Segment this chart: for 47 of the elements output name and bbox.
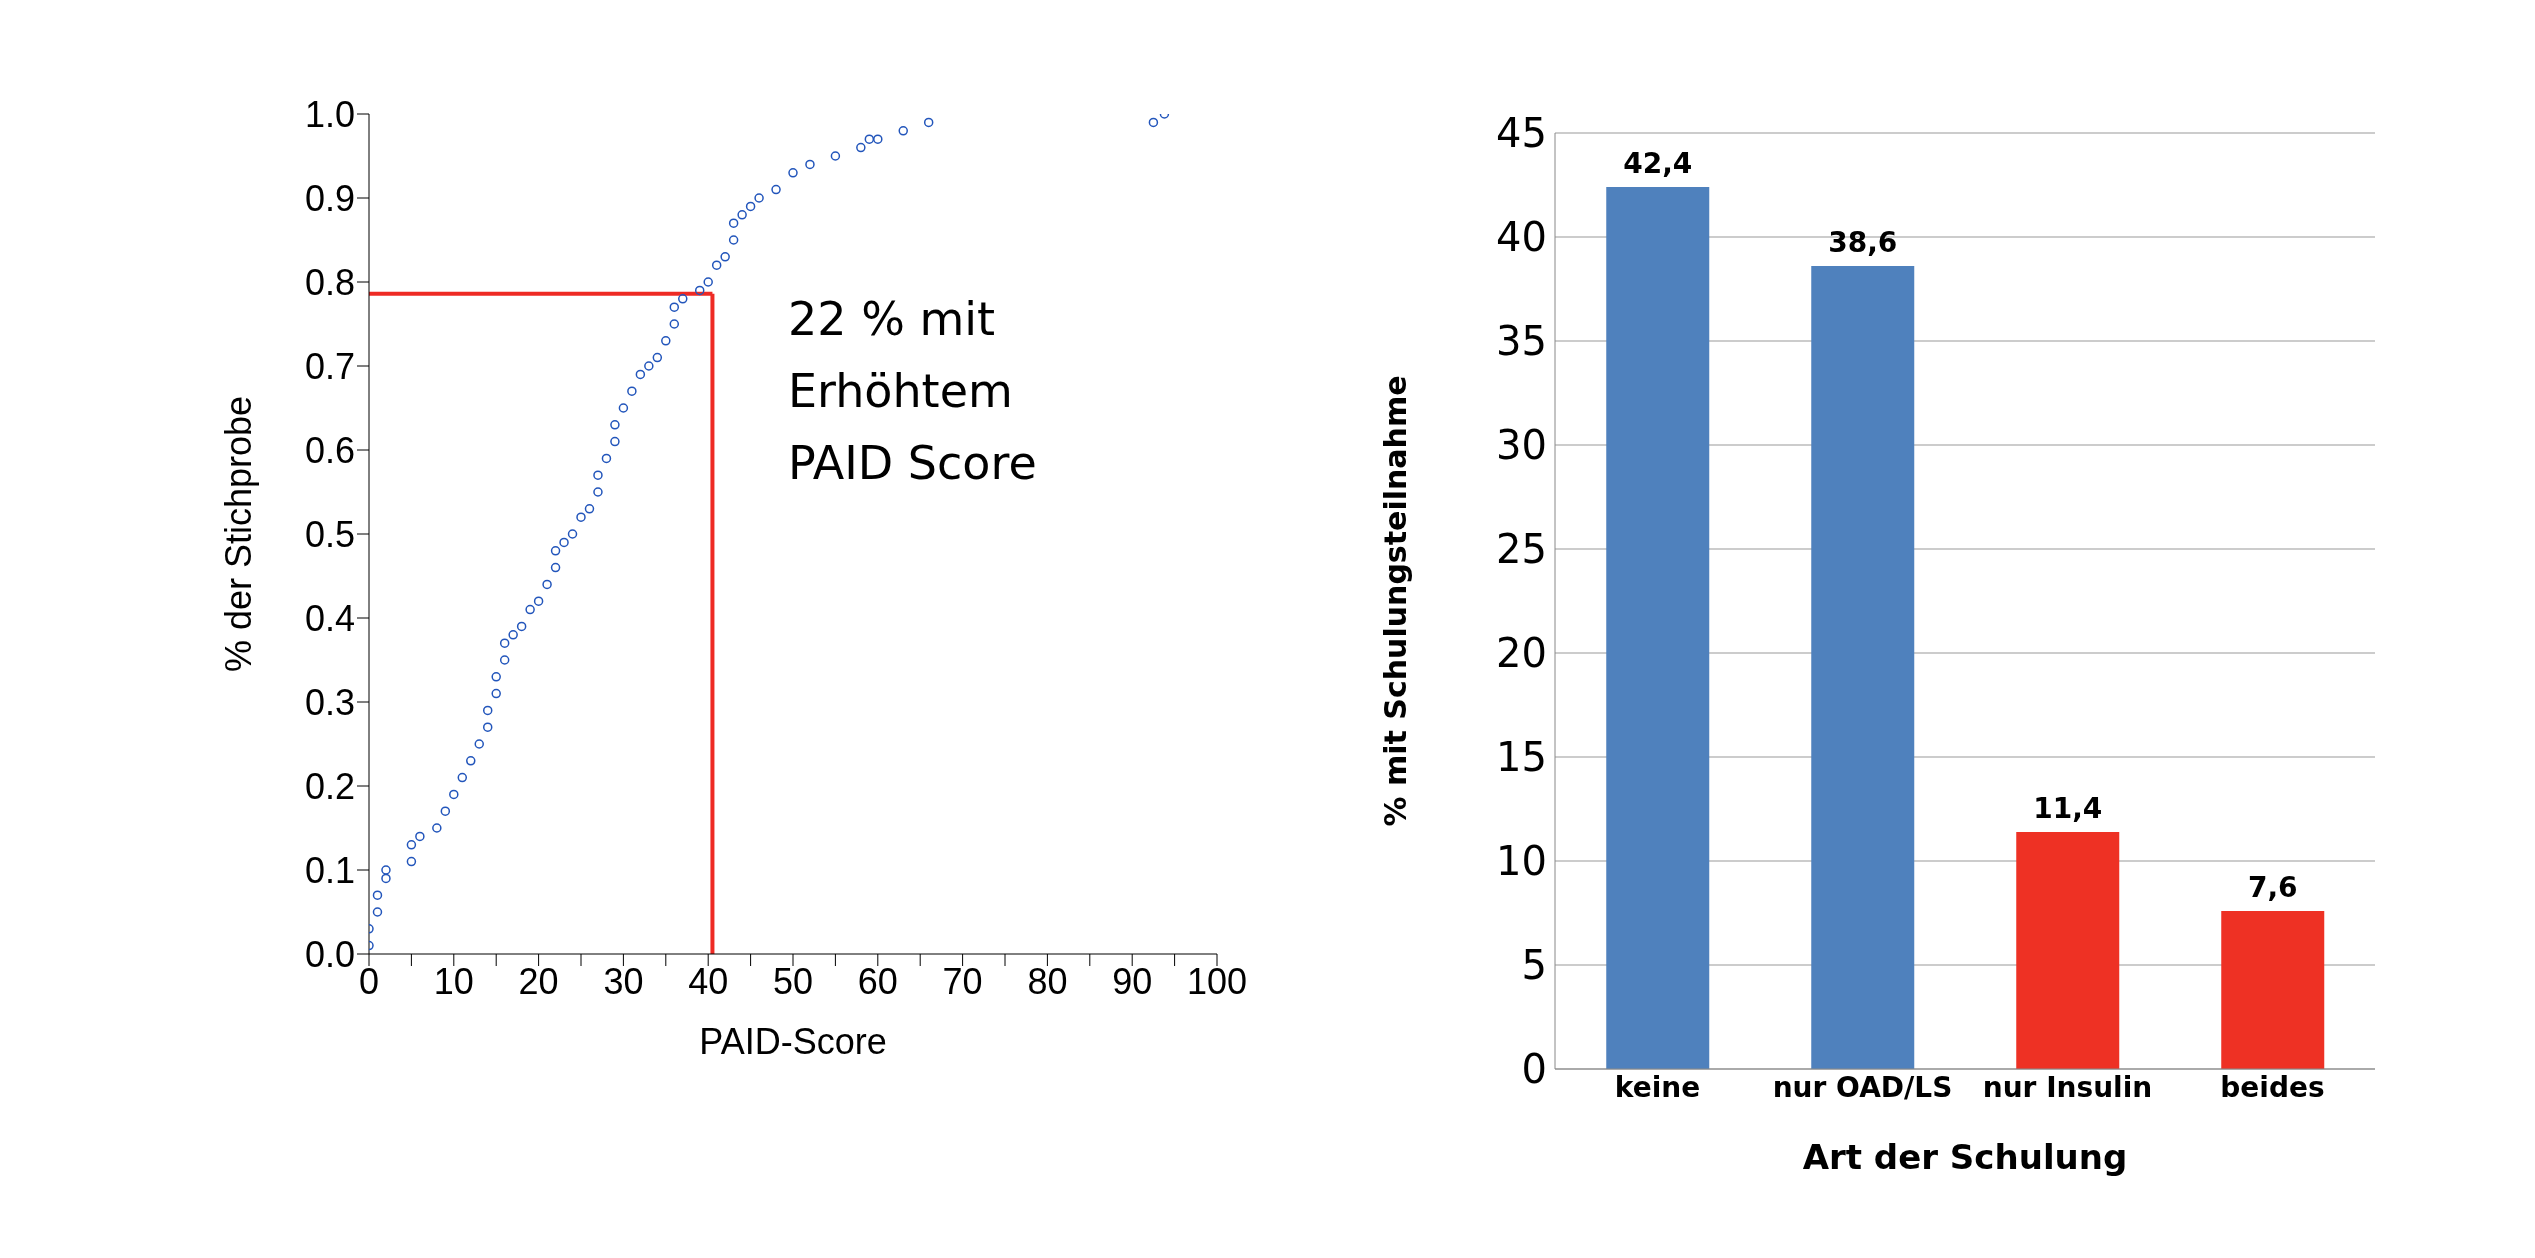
y-tick-label: 15: [1496, 734, 1547, 781]
y-tick-label: 40: [1496, 214, 1547, 261]
x-tick-label: 10: [433, 960, 474, 1002]
x-axis-title: Art der Schulung: [1802, 1137, 2128, 1177]
x-tick-label: nur OAD/LS: [1772, 1070, 1953, 1104]
y-tick-label: 10: [1496, 838, 1547, 885]
x-tick-label: 70: [942, 960, 983, 1002]
y-tick-label: 0.8: [304, 261, 355, 303]
annotation: 22 % mit Erhöhtem PAID Score: [788, 291, 1037, 492]
y-tick-label: 5: [1521, 942, 1547, 989]
x-tick-label: 30: [603, 960, 644, 1002]
y-tick-label: 0.0: [304, 933, 355, 975]
data-label: 38,6: [1828, 226, 1898, 260]
y-axis-title: % der Stichprobe: [217, 395, 259, 673]
x-tick-label: beides: [2220, 1070, 2325, 1104]
y-tick-label: 0.4: [304, 597, 355, 639]
data-label: 42,4: [1623, 147, 1693, 181]
y-tick-label: 20: [1496, 630, 1547, 677]
bar: [1606, 187, 1710, 1069]
x-tick-label: nur Insulin: [1982, 1070, 2153, 1104]
y-tick-label: 35: [1496, 318, 1547, 365]
y-tick-label: 30: [1496, 422, 1547, 469]
y-tick-label: 25: [1496, 526, 1547, 573]
y-tick-label: 0.5: [304, 513, 355, 555]
y-tick-label: 0.2: [304, 765, 355, 807]
x-tick-label: 40: [688, 960, 729, 1002]
y-tick-label: 0.3: [304, 681, 355, 723]
x-tick-label: keine: [1614, 1070, 1701, 1104]
y-tick-label: 45: [1496, 110, 1547, 157]
y-tick-label: 0.1: [304, 849, 355, 891]
x-tick-label: 20: [518, 960, 559, 1002]
x-tick-label: 100: [1186, 960, 1248, 1002]
y-axis-title: % mit Schulungsteilnahme: [1377, 375, 1413, 827]
bar: [1811, 266, 1915, 1069]
data-label: 11,4: [2033, 791, 2103, 825]
x-tick-label: 60: [857, 960, 898, 1002]
y-tick-label: 0.7: [304, 345, 355, 387]
bar: [2016, 831, 2120, 1069]
x-tick-label: 50: [772, 960, 814, 1002]
y-tick-label: 0.6: [304, 429, 355, 471]
x-tick-label: 80: [1027, 960, 1068, 1002]
y-tick-label: 1.0: [304, 93, 355, 135]
y-tick-label: 0.9: [304, 177, 355, 219]
x-tick-label: 90: [1112, 960, 1153, 1002]
data-label: 7,6: [2247, 870, 2298, 904]
bar: [2221, 910, 2325, 1069]
x-axis-title: PAID-Score: [699, 1021, 887, 1062]
